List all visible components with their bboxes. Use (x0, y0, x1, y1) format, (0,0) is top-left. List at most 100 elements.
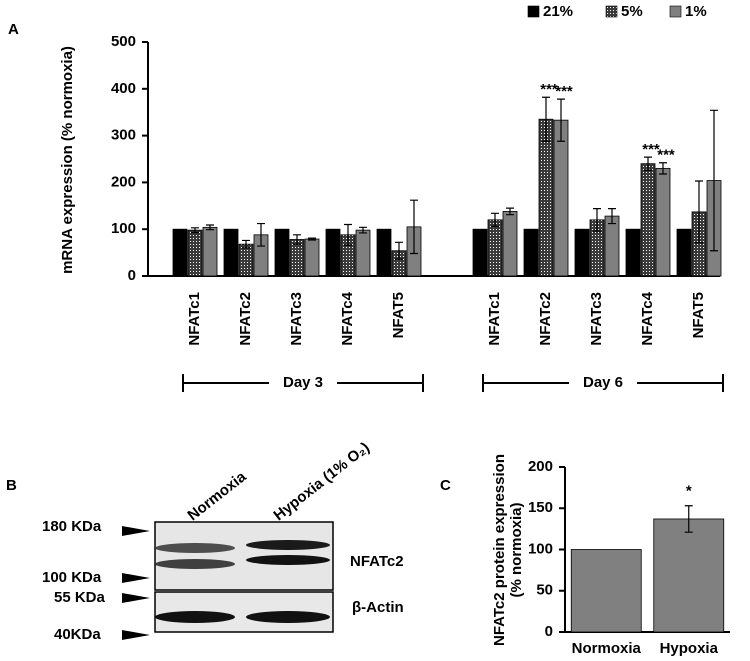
x-tick-label: NFAT5 (690, 292, 707, 338)
y-tick-label: 200 (528, 458, 553, 475)
error-bar (344, 223, 352, 246)
marker-arrow (122, 593, 150, 603)
legend-swatch (527, 5, 540, 18)
band (155, 559, 235, 569)
blot: 180 KDa 100 KDa 55 KDa 40KDa NFATc2 β-Ac… (42, 439, 404, 643)
lane-label: Normoxia (184, 468, 250, 524)
bar (487, 219, 503, 277)
y-tick-label: 150 (528, 499, 553, 516)
error-bar (659, 162, 667, 175)
x-tick-label: Normoxia (572, 640, 642, 657)
marker-label: 100 KDa (42, 569, 102, 586)
bar (202, 226, 218, 277)
bar (304, 238, 320, 277)
bar (472, 228, 488, 277)
marker-arrow (122, 630, 150, 640)
bar (604, 215, 620, 277)
bar (502, 211, 518, 277)
y-axis-label: mRNA expression (% normoxia) (59, 46, 76, 274)
y-tick-label: 200 (111, 173, 136, 190)
x-tick-label: NFATc3 (288, 292, 305, 346)
legend-label: 5% (621, 3, 643, 20)
error-bar (359, 226, 367, 234)
y-tick-label: 100 (528, 540, 553, 557)
group-label-bg (569, 373, 637, 393)
marker-arrow (122, 526, 150, 536)
band (246, 540, 330, 550)
error-bar (293, 234, 301, 245)
error-bar (608, 208, 616, 225)
bar (355, 229, 371, 277)
protein-label: NFATc2 (350, 553, 404, 570)
y-tick-label: 300 (111, 127, 136, 144)
x-tick-label: NFATc4 (639, 291, 656, 345)
bar (172, 228, 188, 277)
y-tick-label: 50 (536, 582, 553, 599)
error-bar (257, 222, 265, 247)
bar (289, 239, 305, 277)
significance-mark: *** (642, 141, 660, 158)
bar (238, 243, 254, 277)
group-label: Day 3 (283, 374, 323, 391)
lane-label: Hypoxia (1% O₂) (270, 439, 372, 524)
bar (538, 118, 554, 277)
x-tick-label: NFATc1 (186, 292, 203, 346)
error-bar (593, 208, 601, 232)
panel-label: A (8, 21, 19, 38)
x-tick-label: NFATc4 (339, 291, 356, 345)
bar (325, 228, 341, 277)
error-bar (206, 224, 214, 231)
bar (553, 119, 569, 277)
bar (187, 229, 203, 277)
bar (574, 228, 590, 277)
y-tick-label: 0 (545, 623, 553, 640)
error-bar (491, 212, 499, 227)
error-bar (191, 227, 199, 234)
bar (640, 163, 656, 277)
y-tick-label: 400 (111, 80, 136, 97)
band (155, 611, 235, 623)
significance-mark: *** (657, 147, 675, 164)
error-bar (506, 207, 514, 216)
marker-label: 40KDa (54, 626, 101, 643)
error-bar (308, 237, 316, 241)
legend-label: 21% (543, 3, 573, 20)
bar (376, 228, 392, 277)
band (246, 611, 330, 623)
y-tick-label: 500 (111, 33, 136, 50)
marker-arrow (122, 573, 150, 583)
significance-mark: * (686, 483, 692, 500)
error-bar (242, 239, 250, 249)
y-tick-label: 0 (128, 267, 136, 284)
y-tick-label: 100 (111, 220, 136, 237)
error-bar (395, 241, 403, 260)
band (155, 543, 235, 553)
bar (653, 518, 725, 633)
error-bar (695, 180, 703, 244)
marker-label: 55 KDa (54, 589, 106, 606)
protein-label: β-Actin (352, 599, 404, 616)
marker-label: 180 KDa (42, 518, 102, 535)
significance-mark: *** (555, 83, 573, 100)
y-axis-label: NFATc2 protein expression (491, 454, 508, 646)
x-tick-label: NFATc2 (237, 292, 254, 346)
error-bar (410, 199, 418, 255)
x-tick-label: NFATc2 (537, 292, 554, 346)
bar (274, 228, 290, 277)
bar (625, 228, 641, 277)
group-label: Day 6 (583, 374, 623, 391)
legend-swatch (605, 5, 618, 18)
bar (655, 167, 671, 277)
bar (523, 228, 539, 277)
bar (223, 228, 239, 277)
error-bar (684, 505, 693, 533)
legend-swatch (669, 5, 682, 18)
error-bar (710, 109, 718, 252)
significance-mark: *** (540, 81, 558, 98)
bar (676, 228, 692, 277)
y-axis-label: (% normoxia) (508, 502, 525, 597)
band (246, 555, 330, 565)
x-tick-label: NFATc1 (486, 292, 503, 346)
bar (570, 549, 642, 633)
